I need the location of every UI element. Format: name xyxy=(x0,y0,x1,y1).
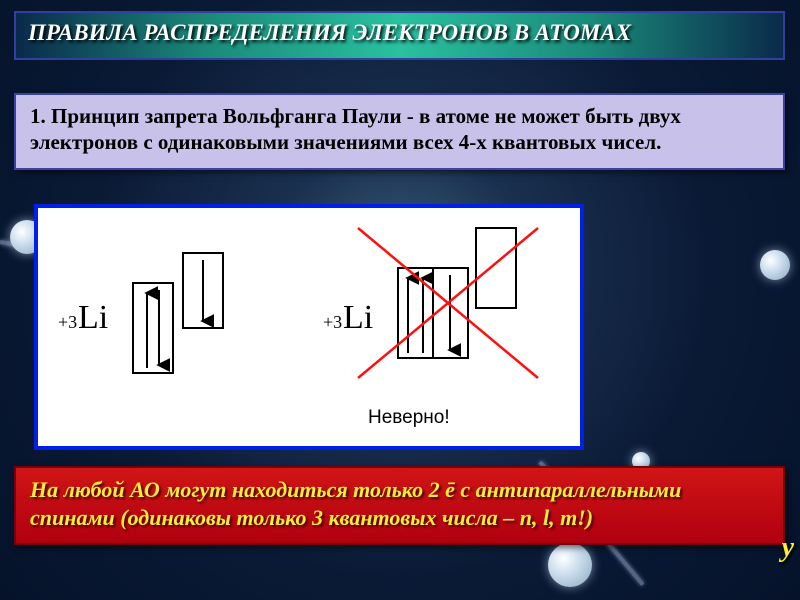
orbital-box xyxy=(133,283,173,373)
li-symbol-right: Li xyxy=(343,299,373,336)
bg-node xyxy=(548,543,592,587)
orbital-box xyxy=(398,268,433,358)
header-title: ПРАВИЛА РАСПРЕДЕЛЕНИЯ ЭЛЕКТРОНОВ В АТОМА… xyxy=(28,19,771,48)
wrong-label: Неверно! xyxy=(368,407,450,428)
conclusion-text: На любой АО могут находиться только 2 ē … xyxy=(30,476,769,531)
stray-char: у xyxy=(782,532,794,564)
bg-node xyxy=(760,250,790,280)
principle-text: 1. Принцип запрета Вольфганга Паули - в … xyxy=(30,103,769,156)
li-subscript-left: +3 xyxy=(58,312,77,332)
li-symbol-left: Li xyxy=(78,299,108,336)
orbital-box xyxy=(476,228,516,308)
conclusion-panel: На любой АО могут находиться только 2 ē … xyxy=(14,466,785,545)
pauli-diagram: +3 Li +3 Li Неверно! xyxy=(38,208,580,446)
header-panel: ПРАВИЛА РАСПРЕДЕЛЕНИЯ ЭЛЕКТРОНОВ В АТОМА… xyxy=(14,11,785,60)
li-subscript-right: +3 xyxy=(323,312,342,332)
principle-panel: 1. Принцип запрета Вольфганга Паули - в … xyxy=(14,93,785,170)
diagram-panel: +3 Li +3 Li Неверно! xyxy=(34,204,584,450)
